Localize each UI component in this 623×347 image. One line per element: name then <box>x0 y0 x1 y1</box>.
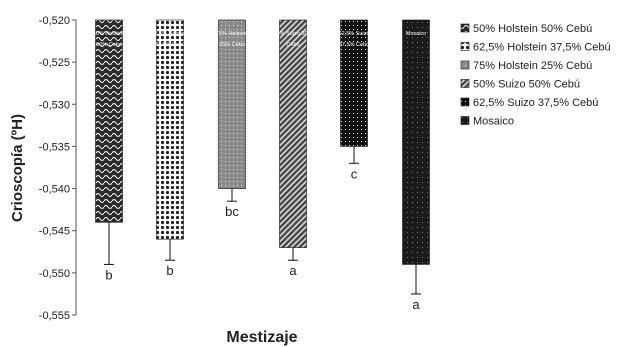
legend-label: Mosaico <box>473 116 514 128</box>
bars: 50% Holstein 50% Cebú b 62,5% Holstein 37,5%… <box>93 19 430 312</box>
y-tick-label: -0,535 <box>39 141 70 153</box>
bar-inside-label: 37,5% Cebú <box>339 42 369 48</box>
legend-swatch <box>460 116 470 125</box>
y-axis-title: Crioscopía (ºH) <box>9 114 26 222</box>
y-tick-label: -0,530 <box>39 99 70 111</box>
bar-inside-label: 25% Cebú <box>219 42 245 48</box>
y-tick-label: -0,555 <box>39 310 70 322</box>
bar-inside-label: 75% Holstein <box>216 31 248 37</box>
bar-inside-label: 62,5% Suizo <box>339 31 370 37</box>
significance-letter: bc <box>225 204 239 219</box>
bar-inside-label: 50% Suizo 50% <box>274 31 313 37</box>
legend-label: 50% Holstein 50% Cebú <box>473 23 592 35</box>
y-tick-label: -0,550 <box>39 268 70 280</box>
legend-swatch <box>460 23 470 33</box>
legend: 50% Holstein 50% Cebú 62,5% Holstein 37,5… <box>460 23 611 128</box>
x-axis-title: Mestizaje <box>226 329 297 346</box>
bar-inside-label: 37,5% Cebú <box>155 42 185 48</box>
legend-swatch <box>460 42 470 51</box>
significance-letter: c <box>351 166 358 181</box>
bar-inside-label: 50% Holstein <box>93 31 125 37</box>
y-tick-label: -0,545 <box>39 226 70 238</box>
y-tick-label: -0,540 <box>39 184 70 196</box>
significance-letter: a <box>412 297 420 312</box>
bar <box>402 19 430 265</box>
y-ticks: -0,520 -0,525 -0,530 -0,535 -0,540 -0,545 -0,5… <box>39 15 76 322</box>
bar-inside-label: Mosaico <box>406 31 426 37</box>
legend-label: 75% Holstein 25% Cebú <box>473 60 592 72</box>
y-tick-label: -0,525 <box>39 57 70 69</box>
bar <box>95 19 123 223</box>
bar <box>218 19 246 189</box>
bar <box>340 19 368 147</box>
legend-label: 62,5% Holstein 37,5% Cebú <box>473 42 611 54</box>
bar <box>279 19 307 248</box>
bar <box>156 19 184 240</box>
significance-letter: b <box>105 267 112 282</box>
legend-swatch <box>460 79 470 88</box>
legend-label: 50% Suizo 50% Cebú <box>473 79 580 91</box>
y-tick-label: -0,520 <box>39 15 70 27</box>
legend-swatch <box>460 60 470 70</box>
significance-letter: a <box>289 263 297 278</box>
bar-inside-label: Cebú <box>286 42 299 48</box>
legend-label: 62,5% Suizo 37,5% Cebú <box>473 97 598 109</box>
significance-letter: b <box>166 263 173 278</box>
legend-swatch <box>460 97 470 107</box>
bar-inside-label: 62,5% Holstein <box>152 31 189 37</box>
bar-inside-label: 50% Cebú <box>96 42 122 48</box>
